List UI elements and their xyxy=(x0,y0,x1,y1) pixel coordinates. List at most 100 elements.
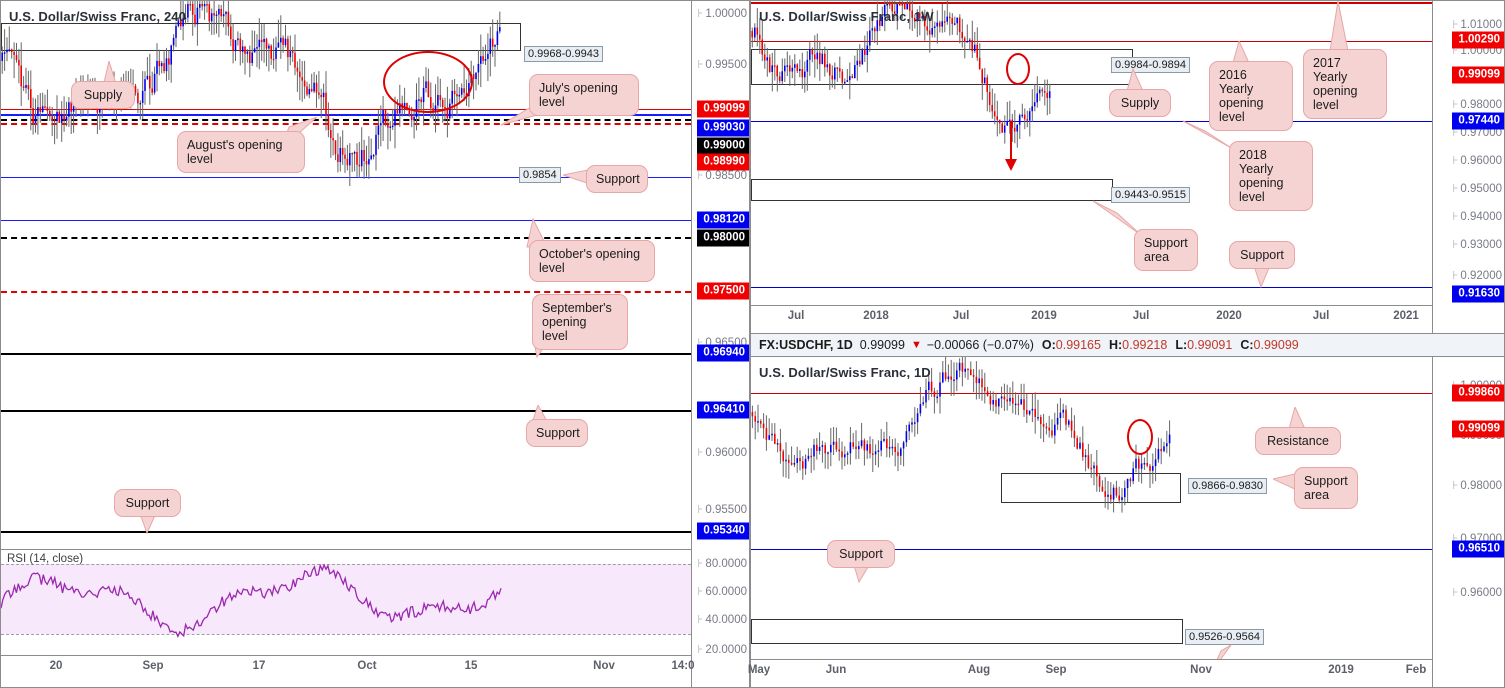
level-line-099099 xyxy=(1,109,691,110)
rsi-pane-240: RSI (14, close) xyxy=(1,549,691,655)
xtick: Sep xyxy=(1045,664,1067,676)
quote-change: −0.00066 (−0.07%) xyxy=(926,338,1034,352)
ytick: ⊦ 0.96000 xyxy=(697,447,747,459)
callout-support-daily[interactable]: Support xyxy=(827,540,895,568)
ytick: ⊦ 1.01000 xyxy=(1452,19,1502,31)
price-axis-weekly[interactable]: ⊦ 1.01000 ⊦ 1.00000 ⊦ 0.98000 ⊦ 0.97000 ⊦ 0.9… xyxy=(1432,1,1504,333)
rsi-label: RSI (14, close) xyxy=(7,553,84,565)
ytick: ⊦ 0.95000 xyxy=(1452,183,1502,195)
xtick: 2020 xyxy=(1216,310,1242,322)
candlestick-series-weekly xyxy=(751,1,1051,148)
callout-support-240-c[interactable]: Support xyxy=(114,489,181,517)
left-chart-column: U.S. Dollar/Swiss Franc, 240 xyxy=(0,0,750,688)
chart-panel-weekly[interactable]: U.S. Dollar/Swiss Franc, 1W 0.9984-0.989… xyxy=(750,0,1505,334)
ytick: ⊦1.00000 xyxy=(697,8,747,20)
right-chart-column: U.S. Dollar/Swiss Franc, 1W 0.9984-0.989… xyxy=(748,0,1505,688)
ytick: ⊦ 0.96000 xyxy=(1452,155,1502,167)
rsi-line xyxy=(1,563,502,639)
ytick: ⊦ 0.93000 xyxy=(1452,239,1502,251)
highlight-ellipse-240 xyxy=(383,51,473,113)
price-axis-daily[interactable]: ⊦1.00000 ⊦0.99000 ⊦0.98000 ⊦0.97000 ⊦0.9… xyxy=(1432,357,1504,687)
xtick: 2021 xyxy=(1393,310,1419,322)
xtick: 15 xyxy=(464,660,478,672)
ybadge-price-099000: 0.99000 xyxy=(697,137,749,155)
xtick: 14:0 xyxy=(671,660,695,672)
range-label-supply-240: 0.9968-0.9943 xyxy=(524,46,603,62)
time-axis-240[interactable]: 20 Sep 17 Oct 15 Nov 14:0 xyxy=(1,655,695,687)
level-line-w-099099 xyxy=(751,41,1432,42)
xtick: 2019 xyxy=(1031,310,1057,322)
callout-october-opening-240[interactable]: October's opening level xyxy=(529,240,655,282)
level-line-096940 xyxy=(1,353,691,355)
ytick-rsi: ⊦ 40.0000 xyxy=(697,614,747,626)
callout-supply-240[interactable]: Supply xyxy=(71,81,135,109)
ytick: ⊦ 0.95500 xyxy=(697,504,747,516)
ybadge-price-096940: 0.96940 xyxy=(697,344,749,362)
quote-last: 0.99099 xyxy=(859,338,905,352)
ybadge-price-w-099099: 0.99099 xyxy=(1452,66,1504,84)
rsi-guide-upper xyxy=(1,564,691,565)
callout-tail-supply-240 xyxy=(102,61,118,87)
level-line-096410 xyxy=(1,410,691,412)
chart-title-daily: U.S. Dollar/Swiss Franc, 1D xyxy=(759,365,931,380)
level-line-099000 xyxy=(1,119,691,121)
callout-tail-support-area-weekly xyxy=(1092,200,1142,236)
callout-support-weekly[interactable]: Support xyxy=(1229,241,1295,269)
plot-area-daily xyxy=(751,357,1432,659)
ytick: ⊦ 0.99500 xyxy=(697,59,747,71)
callout-support-240-a[interactable]: Support xyxy=(586,165,648,193)
ytick: ⊦ 0.94000 xyxy=(1452,211,1502,223)
callout-support-area-daily[interactable]: Support area xyxy=(1294,467,1358,509)
quote-status-bar[interactable]: FX:USDCHF, 1D 0.99099 ▼ −0.00066 (−0.07%… xyxy=(750,334,1505,356)
ybadge-price-099030: 0.99030 xyxy=(697,119,749,137)
range-label-support-240: 0.9854 xyxy=(519,167,561,183)
ytick-rsi: ⊦ 80.0000 xyxy=(697,558,747,570)
rsi-band xyxy=(1,564,691,634)
quote-close-key: C: xyxy=(1240,338,1254,352)
ytick: ⊦ 0.98000 xyxy=(1452,480,1502,492)
chart-panel-240[interactable]: U.S. Dollar/Swiss Franc, 240 xyxy=(0,0,750,688)
callout-july-opening-240[interactable]: July's opening level xyxy=(529,74,639,116)
xtick: 20 xyxy=(49,660,63,672)
quote-low-key: L: xyxy=(1175,338,1188,352)
ytick: ⊦ 0.98500 xyxy=(697,170,747,182)
callout-support-area-weekly[interactable]: Support area xyxy=(1134,229,1198,271)
xtick: Nov xyxy=(593,660,615,672)
quote-close-value: 0.99099 xyxy=(1253,338,1299,352)
xtick: 17 xyxy=(252,660,266,672)
level-line-09854 xyxy=(1,177,691,178)
callout-resistance-daily[interactable]: Resistance xyxy=(1255,427,1341,455)
callout-2018-yearly-weekly[interactable]: 2018 Yearly opening level xyxy=(1229,141,1313,211)
xtick: 2019 xyxy=(1328,664,1354,676)
chart-panel-daily[interactable]: U.S. Dollar/Swiss Franc, 1D 0.9866-0.983… xyxy=(748,356,1505,688)
level-line-w-097440 xyxy=(751,121,1432,122)
range-label-supply-weekly: 0.9984-0.9894 xyxy=(1111,57,1190,73)
callout-support-240-b[interactable]: Support xyxy=(526,419,588,447)
xtick: Jul xyxy=(952,310,970,322)
price-axis-240[interactable]: ⊦ 1.00000 ⊦ 0.99500 ⊦ 0.98500 ⊦ 0.96500 ⊦ 0.9… xyxy=(691,1,749,687)
level-line-095340 xyxy=(1,531,691,533)
callout-august-opening-240[interactable]: August's opening level xyxy=(177,131,305,173)
chart-title-weekly: U.S. Dollar/Swiss Franc, 1W xyxy=(759,9,934,24)
xtick: Jul xyxy=(787,310,805,322)
ybadge-price-096410: 0.96410 xyxy=(697,401,749,419)
callout-supply-weekly[interactable]: Supply xyxy=(1109,89,1171,117)
ybadge-price-096510: 0.96510 xyxy=(1452,540,1504,558)
ybadge-price-098990: 0.98990 xyxy=(697,153,749,171)
quote-open-key: O: xyxy=(1041,338,1056,352)
callout-september-opening-240[interactable]: September's opening level xyxy=(532,294,628,350)
xtick: 2018 xyxy=(863,310,889,322)
ytick-rsi: ⊦ 20.0000 xyxy=(697,644,747,656)
lower-support-zone-box-daily xyxy=(751,619,1183,644)
time-axis-weekly[interactable]: Jul 2018 Jul 2019 Jul 2020 Jul 2021 xyxy=(751,305,1432,333)
callout-2017-yearly-weekly[interactable]: 2017 Yearly opening level xyxy=(1303,49,1387,119)
ybadge-price-098000: 0.98000 xyxy=(697,229,749,247)
callout-2016-yearly-weekly[interactable]: 2016 Yearly opening level xyxy=(1209,61,1293,131)
time-axis-daily[interactable]: May Jun Aug Sep Nov 2019 Feb xyxy=(748,659,1432,687)
level-line-099030 xyxy=(1,114,691,116)
range-label-support-area-daily: 0.9866-0.9830 xyxy=(1188,478,1267,494)
ybadge-price-100290: 1.00290 xyxy=(1452,31,1504,49)
plot-area-240: RSI (14, close) xyxy=(1,1,691,655)
range-label-lower-support-daily: 0.9526-0.9564 xyxy=(1185,629,1264,645)
